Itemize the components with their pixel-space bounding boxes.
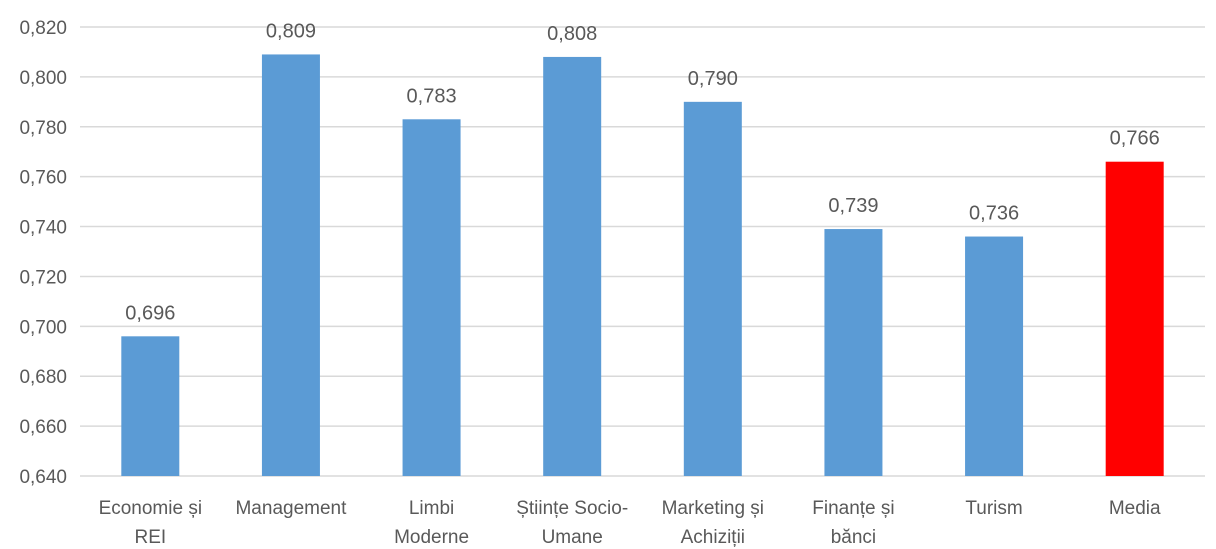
y-tick-label: 0,780 — [19, 118, 67, 139]
bar — [121, 336, 180, 476]
category-label: Turism — [965, 498, 1022, 519]
gridlines — [80, 26, 1205, 477]
y-tick-label: 0,640 — [19, 467, 67, 488]
category-label: Științe Socio-Umane — [516, 498, 628, 548]
category-label: Marketing și Achiziții — [662, 498, 764, 548]
y-tick-label: 0,800 — [19, 68, 67, 89]
bar — [543, 56, 602, 476]
category-label: Management — [235, 498, 347, 519]
category-label: Media — [1109, 498, 1161, 519]
data-label: 0,783 — [407, 85, 457, 107]
category-label: Limbi Moderne — [394, 498, 469, 548]
y-tick-label: 0,720 — [19, 267, 67, 288]
data-label: 0,809 — [266, 20, 316, 42]
data-label: 0,766 — [1110, 128, 1160, 150]
bar — [1105, 161, 1164, 476]
data-label: 0,790 — [688, 68, 738, 90]
y-tick-label: 0,700 — [19, 317, 67, 338]
data-label: 0,696 — [125, 302, 175, 324]
category-label: Economie și REI — [99, 498, 203, 548]
y-axis-ticks: 0,640 0,660 0,680 0,700 0,720 0,740 0,760 0,780… — [19, 18, 67, 488]
data-label: 0,736 — [969, 203, 1019, 225]
bar — [965, 236, 1024, 476]
y-tick-label: 0,820 — [19, 18, 67, 39]
bar — [261, 54, 320, 476]
y-tick-label: 0,740 — [19, 218, 67, 239]
data-labels: 0,696 0,809 0,783 0,808 0,790 0,739 0,736 0,766 — [125, 20, 1159, 324]
category-label: Finanțe și bănci — [812, 498, 894, 548]
data-label: 0,808 — [547, 23, 597, 45]
bar — [402, 119, 461, 477]
category-labels: Economie și REI Management Limbi Moderne Știi… — [99, 498, 1161, 548]
y-tick-label: 0,680 — [19, 367, 67, 388]
y-tick-label: 0,760 — [19, 168, 67, 189]
y-tick-label: 0,660 — [19, 417, 67, 438]
bar — [824, 229, 883, 476]
bar — [683, 101, 742, 476]
bars — [121, 54, 1164, 477]
data-label: 0,739 — [828, 195, 878, 217]
